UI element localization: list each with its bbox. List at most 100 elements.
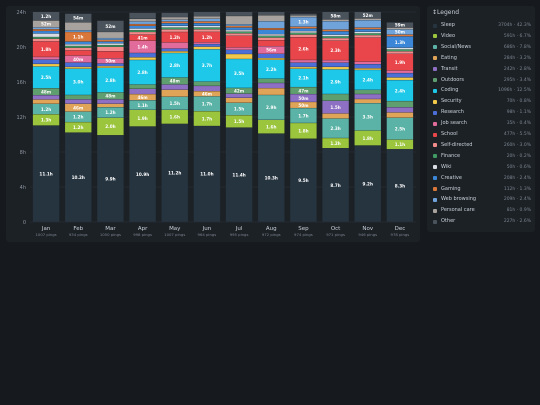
bar-data-label: 50m	[105, 59, 116, 64]
bar-segment	[129, 30, 156, 32]
bar-segment	[65, 50, 92, 56]
legend-item-name: Eating	[441, 54, 457, 61]
bar-segment	[322, 62, 349, 67]
bar-segment	[32, 38, 60, 42]
bar-segment	[258, 88, 285, 95]
legend-item[interactable]: Other 227h · 2.6%	[431, 217, 533, 226]
bar-segment	[193, 96, 221, 112]
bar-segment	[386, 22, 414, 28]
legend-item-name: Research	[441, 109, 464, 116]
bar-segment	[290, 68, 317, 87]
bar-segment	[65, 13, 92, 23]
bar-segment	[65, 95, 92, 100]
bar-segment	[225, 33, 253, 36]
legend-item-value: 686h · 7.8%	[503, 44, 531, 50]
bar-segment	[354, 61, 381, 64]
legend-item[interactable]: Finance 20h · 0.2%	[431, 152, 533, 161]
bar-segment	[386, 107, 414, 113]
bar-segment	[193, 32, 221, 43]
bar-segment	[290, 62, 317, 67]
legend-item[interactable]: Video 591h · 6.7%	[431, 32, 533, 41]
bar-segment	[97, 66, 124, 68]
legend-item[interactable]: Social/News 686h · 7.8%	[431, 43, 533, 52]
y-tick-label: 4h	[20, 185, 26, 191]
bar-segment	[193, 49, 221, 82]
legend-item[interactable]: Eating 284h · 3.2%	[431, 54, 533, 63]
bar-segment	[322, 40, 349, 60]
legend-item[interactable]: Outdoors 295h · 3.4%	[431, 76, 533, 85]
legend-item-name: Creative	[441, 174, 462, 181]
legend-item[interactable]: Wiki 50h · 0.6%	[431, 163, 533, 172]
legend-item-name: Social/News	[441, 43, 472, 50]
bar-segment	[161, 27, 188, 30]
bar-data-label: 46m	[137, 95, 148, 100]
x-tick-label: Oct	[331, 226, 341, 232]
bar-segment	[65, 103, 92, 112]
legend-item-value: 208h · 2.4%	[503, 175, 531, 181]
bar-segment	[129, 32, 156, 35]
bar-segment	[322, 12, 349, 20]
bar-segment	[97, 99, 124, 104]
bar-segment	[322, 60, 349, 63]
legend-item[interactable]: Sleep 3704h · 42.3%	[431, 21, 533, 30]
legend-item-name: Outdoors	[441, 76, 465, 83]
bar-data-label: 10.3h	[265, 175, 278, 180]
bar-segment	[258, 34, 285, 36]
bar-segment	[97, 40, 124, 42]
bar-data-label: 46m	[73, 105, 84, 110]
bar-segment	[32, 31, 60, 34]
bar-segment	[193, 46, 221, 50]
bar-data-label: 1.2h	[73, 125, 83, 130]
x-tick-label: Dec	[395, 226, 406, 232]
bar-data-label: 11.2h	[168, 171, 181, 176]
bar-data-label: 2.0h	[105, 124, 115, 129]
x-tick-label: Jul	[235, 226, 243, 232]
bar-data-label: 1.4h	[137, 45, 147, 50]
bar-segment	[258, 58, 285, 60]
bar-segment	[354, 20, 381, 28]
legend-item[interactable]: Research 98h · 1.1%	[431, 108, 533, 117]
bar-segment	[354, 31, 381, 34]
bar-segment	[161, 48, 188, 52]
legend-item[interactable]: Self-directed 260h · 3.0%	[431, 141, 533, 150]
legend-panel: ↕Legend Sleep 3704h · 42.3% Video 591h · 6.…	[427, 6, 535, 232]
bar-data-label: 8.7h	[330, 183, 340, 188]
legend-item-value: 35h · 0.4%	[506, 121, 531, 127]
legend-item[interactable]: Personal care 81h · 0.9%	[431, 206, 533, 215]
legend-item-name: Finance	[441, 152, 461, 159]
bar-segment	[225, 88, 253, 94]
bar-segment	[97, 43, 124, 45]
legend-item[interactable]: Transit 242h · 2.8%	[431, 65, 533, 74]
bar-segment	[225, 50, 253, 54]
legend-item[interactable]: Creative 208h · 2.4%	[431, 174, 533, 183]
bar-data-label: 9.9h	[105, 176, 115, 181]
bar-segment	[386, 80, 414, 101]
legend-item[interactable]: Security 70h · 0.8%	[431, 97, 533, 106]
legend-swatch	[433, 67, 437, 72]
bar-segment	[322, 100, 349, 114]
legend-item[interactable]: Coding 1096h · 12.5%	[431, 86, 533, 95]
legend-item[interactable]: School 477h · 5.5%	[431, 130, 533, 139]
bar-segment	[161, 29, 188, 32]
bar-segment	[32, 125, 60, 222]
bar-segment	[32, 64, 60, 67]
x-tick-label: Nov	[362, 226, 373, 232]
bar-segment	[322, 118, 349, 138]
bar-segment	[161, 96, 188, 110]
bar-segment	[386, 49, 414, 52]
bar-data-label: 48m	[41, 89, 52, 94]
bar-data-label: 2.5h	[41, 75, 51, 80]
bar-segment	[322, 138, 349, 149]
legend-swatch	[433, 110, 437, 115]
legend-item[interactable]: Gaming 112h · 1.3%	[431, 185, 533, 194]
bar-data-label: 1.1h	[137, 103, 147, 108]
bar-segment	[97, 63, 124, 66]
legend-swatch	[433, 78, 437, 82]
legend-item-value: 295h · 3.4%	[503, 77, 531, 83]
legend-item-value: 3704h · 42.3%	[498, 23, 531, 28]
legend-item-value: 591h · 6.7%	[503, 33, 531, 39]
legend-item[interactable]: Web browsing 209h · 2.4%	[431, 195, 533, 204]
legend-item[interactable]: Job search 35h · 0.4%	[431, 119, 533, 128]
bar-segment	[97, 51, 124, 59]
bar-segment	[161, 42, 188, 49]
